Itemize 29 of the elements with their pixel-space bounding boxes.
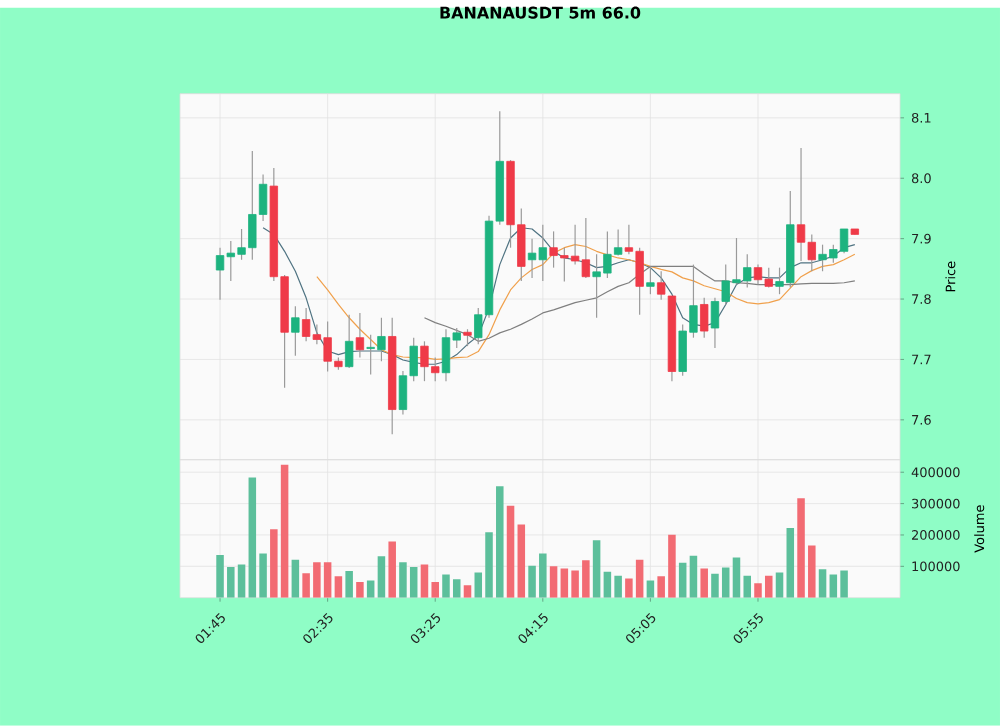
bar	[808, 545, 816, 598]
bar	[689, 555, 698, 598]
bar	[388, 541, 396, 598]
candlestick	[344, 314, 354, 369]
candlestick	[355, 312, 365, 359]
bar	[334, 576, 343, 598]
bar	[678, 563, 687, 598]
candlestick	[291, 305, 300, 357]
bar	[786, 528, 795, 598]
bar	[366, 580, 375, 598]
bar	[517, 524, 526, 598]
bar	[549, 566, 558, 598]
bar	[818, 569, 827, 598]
bar	[592, 540, 601, 598]
bar	[840, 570, 848, 598]
bar	[377, 556, 386, 598]
candlestick	[646, 265, 655, 295]
bar	[496, 486, 504, 598]
bar	[582, 560, 590, 598]
bar	[657, 576, 665, 598]
bar	[829, 574, 838, 598]
bar	[646, 580, 655, 598]
bar	[668, 534, 676, 598]
bar	[345, 571, 353, 598]
bar	[506, 505, 515, 598]
candlestick	[700, 297, 709, 339]
bar	[291, 559, 300, 598]
candlestick	[657, 270, 666, 301]
bar	[797, 498, 805, 598]
